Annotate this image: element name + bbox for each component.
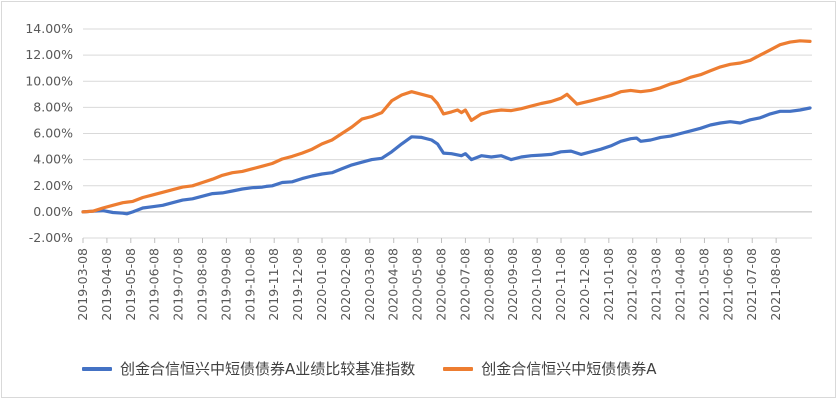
legend: 创金合信恒兴中短债债券A业绩比较基准指数 创金合信恒兴中短债债券A <box>82 358 685 379</box>
x-tick-label: 2020-10-08 <box>529 248 544 321</box>
y-tick-label: 4.00% <box>33 152 73 167</box>
x-tick-label: 2020-07-08 <box>457 248 472 321</box>
x-tick-label: 2020-06-08 <box>434 248 449 321</box>
x-tick-label: 2019-04-08 <box>99 248 114 321</box>
legend-label-fund: 创金合信恒兴中短债债券A <box>481 360 657 378</box>
x-tick-label: 2020-03-08 <box>362 248 377 321</box>
y-tick-label: 2.00% <box>33 178 73 193</box>
y-tick-label: 8.00% <box>33 99 73 114</box>
y-tick-label: -2.00% <box>29 230 73 245</box>
x-tick-label: 2019-09-08 <box>218 248 233 321</box>
legend-item-fund: 创金合信恒兴中短债债券A <box>443 358 657 379</box>
x-tick-label: 2019-06-08 <box>147 248 162 321</box>
legend-swatch-benchmark <box>82 366 112 371</box>
x-tick-label: 2019-11-08 <box>266 248 281 321</box>
y-tick-label: 0.00% <box>33 204 73 219</box>
x-tick-label: 2021-04-08 <box>673 248 688 321</box>
grid-lines <box>83 28 812 239</box>
series-lines <box>81 39 812 216</box>
x-tick-label: 2020-11-08 <box>553 248 568 321</box>
x-tick-label: 2020-08-08 <box>481 248 496 321</box>
x-tick-label: 2019-10-08 <box>242 248 257 321</box>
x-tick-label: 2021-01-08 <box>601 248 616 321</box>
y-axis-tick-labels: -2.00% 0.00% 2.00% 4.00% 6.00% 8.00% 10.00% 12.… <box>25 21 73 245</box>
y-tick-label: 12.00% <box>25 47 73 62</box>
legend-item-benchmark: 创金合信恒兴中短债债券A业绩比较基准指数 <box>82 358 415 379</box>
x-tick-label: 2020-12-08 <box>577 248 592 321</box>
x-tick-label: 2020-02-08 <box>338 248 353 321</box>
x-tick-label: 2020-01-08 <box>314 248 329 321</box>
series-line-benchmark <box>81 106 812 216</box>
legend-swatch-fund <box>443 366 474 371</box>
x-tick-label: 2020-09-08 <box>505 248 520 321</box>
x-tick-label: 2021-05-08 <box>696 248 711 321</box>
y-tick-label: 6.00% <box>33 126 73 141</box>
x-tick-label: 2021-02-08 <box>625 248 640 321</box>
y-tick-label: 14.00% <box>25 21 73 36</box>
x-tick-label: 2019-08-08 <box>195 248 210 321</box>
x-tick-label: 2020-04-08 <box>386 248 401 321</box>
x-tick-label: 2019-03-08 <box>75 248 90 321</box>
series-line-fund <box>81 39 812 214</box>
x-axis-tick-labels: 2019-03-08 2019-04-08 2019-05-08 2019-06-08… <box>75 238 783 321</box>
y-tick-label: 10.00% <box>25 73 73 88</box>
x-tick-label: 2021-03-08 <box>649 248 664 321</box>
x-tick-label: 2021-07-08 <box>744 248 759 321</box>
x-tick-label: 2019-12-08 <box>290 248 305 321</box>
x-tick-label: 2019-05-08 <box>123 248 138 321</box>
legend-label-benchmark: 创金合信恒兴中短债债券A业绩比较基准指数 <box>120 360 416 378</box>
x-tick-label: 2021-06-08 <box>720 248 735 321</box>
x-tick-label: 2019-07-08 <box>171 248 186 321</box>
x-tick-label: 2020-05-08 <box>410 248 425 321</box>
x-tick-label: 2021-08-08 <box>768 248 783 321</box>
